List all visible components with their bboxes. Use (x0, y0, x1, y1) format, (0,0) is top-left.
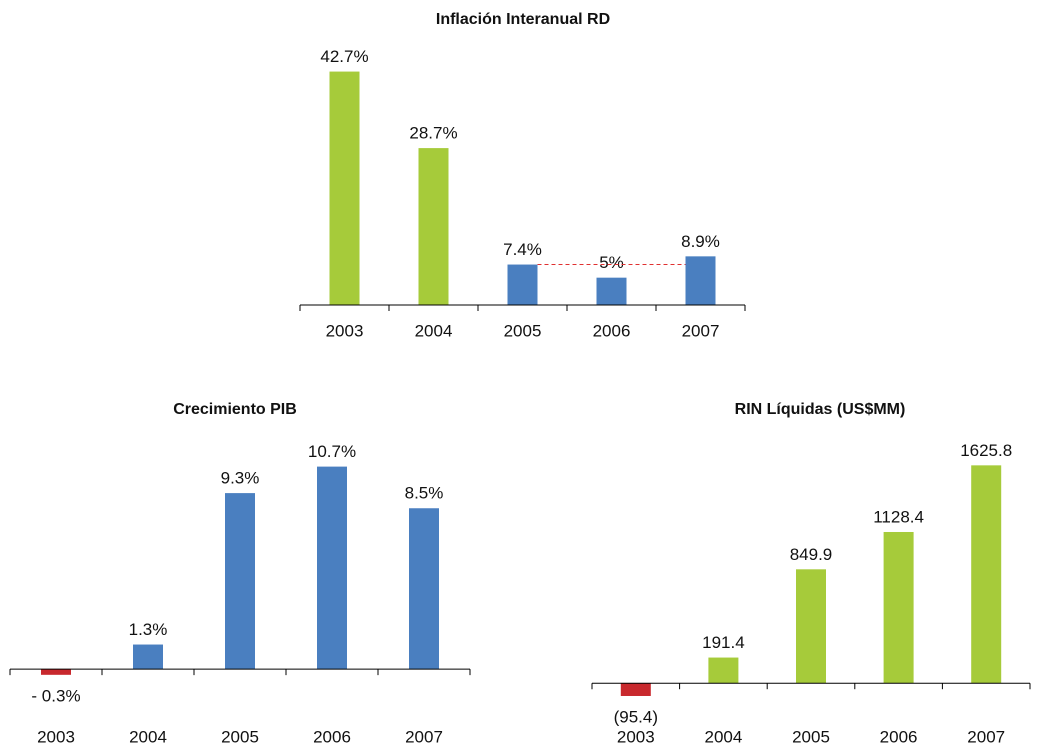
bar (409, 508, 439, 670)
x-tick-label: 2007 (682, 321, 720, 340)
x-tick-label: 2005 (504, 321, 542, 340)
x-tick-label: 2003 (37, 727, 75, 746)
x-tick-label: 2005 (221, 727, 259, 746)
x-tick-label: 2007 (967, 727, 1005, 746)
value-label: (95.4) (614, 707, 658, 726)
bar (329, 71, 360, 305)
x-tick-label: 2004 (415, 321, 453, 340)
bar (317, 466, 347, 670)
x-tick-label: 2007 (405, 727, 443, 746)
value-label: 42.7% (320, 47, 368, 66)
bar (596, 277, 627, 305)
value-label: 1625.8 (960, 441, 1012, 460)
x-tick-label: 2004 (704, 727, 742, 746)
x-tick-label: 2003 (326, 321, 364, 340)
x-tick-label: 2006 (880, 727, 918, 746)
chart-title: Crecimiento PIB (173, 401, 297, 418)
bar (708, 657, 739, 684)
value-label: 7.4% (503, 240, 542, 259)
x-tick-label: 2005 (792, 727, 830, 746)
bar (685, 256, 716, 305)
chart-title: Inflación Interanual RD (436, 11, 610, 28)
value-label: 1.3% (129, 620, 168, 639)
value-label: 8.5% (405, 484, 444, 503)
bar (507, 264, 538, 305)
x-tick-label: 2006 (593, 321, 631, 340)
bar (796, 569, 826, 684)
value-label: 8.9% (681, 232, 720, 251)
value-label: - 0.3% (31, 686, 80, 705)
bar (41, 669, 71, 675)
x-tick-label: 2003 (617, 727, 655, 746)
value-label: 849.9 (790, 545, 833, 564)
x-tick-label: 2006 (313, 727, 351, 746)
value-label: 191.4 (702, 633, 745, 652)
bar (620, 683, 651, 696)
bar (418, 148, 449, 305)
value-label: 10.7% (308, 442, 356, 461)
bar (883, 531, 914, 684)
value-label: 1128.4 (873, 507, 924, 526)
value-label: 28.7% (409, 124, 457, 143)
bar (225, 493, 255, 670)
bar (971, 465, 1002, 684)
x-tick-label: 2004 (129, 727, 167, 746)
value-label: 9.3% (221, 469, 260, 488)
bar (133, 644, 163, 670)
chart-title: RIN Líquidas (US$MM) (735, 401, 906, 418)
value-label: 5% (599, 253, 624, 272)
